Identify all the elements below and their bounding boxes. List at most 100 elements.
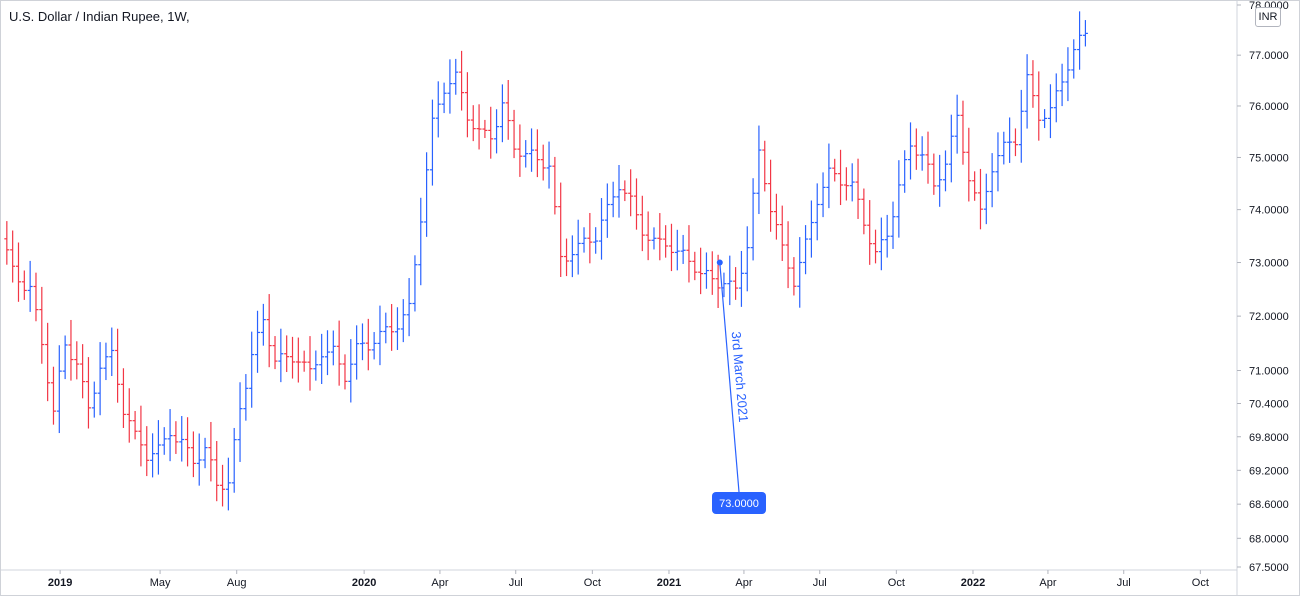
ohlc-bar <box>534 129 540 178</box>
chart-title: U.S. Dollar / Indian Rupee, 1W, <box>9 9 190 24</box>
ohlc-bar <box>756 125 762 215</box>
x-tick-label: Apr <box>431 577 448 589</box>
ohlc-bar <box>260 303 266 346</box>
ohlc-bar <box>610 181 616 218</box>
ohlc-bar <box>167 409 173 462</box>
ohlc-bar <box>529 128 535 172</box>
ohlc-bar <box>1071 39 1077 79</box>
ohlc-bar <box>278 328 284 383</box>
ohlc-bar <box>505 80 511 140</box>
annotation-line <box>719 262 740 493</box>
ohlc-bar <box>196 433 202 486</box>
ohlc-bar <box>890 201 896 249</box>
x-tick-label: Jul <box>1117 577 1131 589</box>
ohlc-bar <box>266 294 272 368</box>
ohlc-bar <box>686 225 692 283</box>
ohlc-bar <box>295 337 301 383</box>
ohlc-bar <box>639 195 645 252</box>
ohlc-bar <box>400 299 406 343</box>
ohlc-bar <box>214 441 220 502</box>
ohlc-bar <box>628 169 634 217</box>
ohlc-bar <box>703 252 709 289</box>
ohlc-bar <box>593 227 599 254</box>
ohlc-bar <box>62 335 68 380</box>
y-tick-label: 71.0000 <box>1249 365 1289 377</box>
currency-badge[interactable]: INR <box>1255 7 1281 27</box>
x-tick-label: 2019 <box>48 577 72 589</box>
ohlc-bar <box>109 327 115 377</box>
ohlc-bar <box>995 132 1001 192</box>
ohlc-bar <box>290 336 296 379</box>
ohlc-bar <box>120 368 126 428</box>
annotation-value-badge[interactable] <box>712 492 766 514</box>
y-tick-label: 70.4000 <box>1249 398 1289 410</box>
ohlc-bar <box>185 417 191 467</box>
ohlc-bar <box>1047 84 1053 139</box>
ohlc-bar <box>80 344 86 399</box>
y-tick-label: 68.0000 <box>1249 533 1289 545</box>
ohlc-bar <box>307 336 313 391</box>
ohlc-bar <box>797 237 803 308</box>
ohlc-bar <box>896 160 902 238</box>
ohlc-bars <box>4 11 1088 511</box>
x-tick-label: Oct <box>1192 577 1209 589</box>
ohlc-bar <box>622 180 628 202</box>
annotation-value-label: 73.0000 <box>719 498 759 510</box>
ohlc-bar <box>663 225 669 258</box>
ohlc-bar <box>202 437 208 469</box>
ohlc-bar <box>604 183 610 238</box>
ohlc-bar <box>826 143 832 209</box>
ohlc-bar <box>15 242 21 302</box>
ohlc-bar <box>179 416 185 462</box>
ohlc-bar <box>284 335 290 373</box>
ohlc-bar <box>91 381 97 418</box>
ohlc-bar <box>453 58 459 95</box>
ohlc-bar <box>709 251 715 295</box>
ohlc-bar <box>354 325 360 380</box>
annotation-anchor-dot[interactable] <box>716 259 723 266</box>
price-axis: 78.0000 77.0000 76.0000 75.0000 74.0000 73.00… <box>1237 1 1289 574</box>
ohlc-bar <box>546 141 552 189</box>
ohlc-bar <box>931 153 937 195</box>
ohlc-bar <box>884 214 890 258</box>
ohlc-bar <box>977 168 983 230</box>
ohlc-bar <box>74 341 80 380</box>
x-tick-label: Apr <box>1039 577 1056 589</box>
ohlc-bar <box>511 109 517 159</box>
ohlc-bar <box>39 286 45 364</box>
ohlc-bar <box>843 167 849 201</box>
ohlc-bar <box>867 200 873 265</box>
ohlc-bar <box>1059 63 1065 107</box>
ohlc-bar <box>161 427 167 455</box>
ohlc-bar <box>68 319 74 381</box>
ohlc-bar <box>517 124 523 177</box>
ohlc-bar <box>1053 73 1059 123</box>
x-tick-label: Apr <box>735 577 752 589</box>
ohlc-bar <box>540 144 546 181</box>
ohlc-bar <box>657 213 663 261</box>
ohlc-bar <box>791 257 797 296</box>
ohlc-bar <box>494 109 500 154</box>
ohlc-bar <box>435 81 441 138</box>
ohlc-bar <box>820 172 826 218</box>
ohlc-bar <box>972 171 978 201</box>
ohlc-bar <box>1001 131 1007 165</box>
ohlc-bar <box>779 205 785 261</box>
ohlc-bar <box>1030 60 1036 108</box>
ohlc-bar <box>56 345 62 434</box>
ohlc-bar <box>488 106 494 159</box>
ohlc-bar <box>1036 71 1042 141</box>
ohlc-bar <box>564 238 570 277</box>
ohlc-bar <box>225 457 231 511</box>
ohlc-bar <box>1007 117 1013 163</box>
ohlc-bar <box>616 164 622 218</box>
x-tick-label: Jul <box>813 577 827 589</box>
ohlc-bar <box>10 230 16 283</box>
ohlc-bar <box>476 104 482 150</box>
ohlc-bar <box>126 388 132 443</box>
ohlc-bar <box>832 158 838 182</box>
ohlc-bar <box>942 150 948 192</box>
